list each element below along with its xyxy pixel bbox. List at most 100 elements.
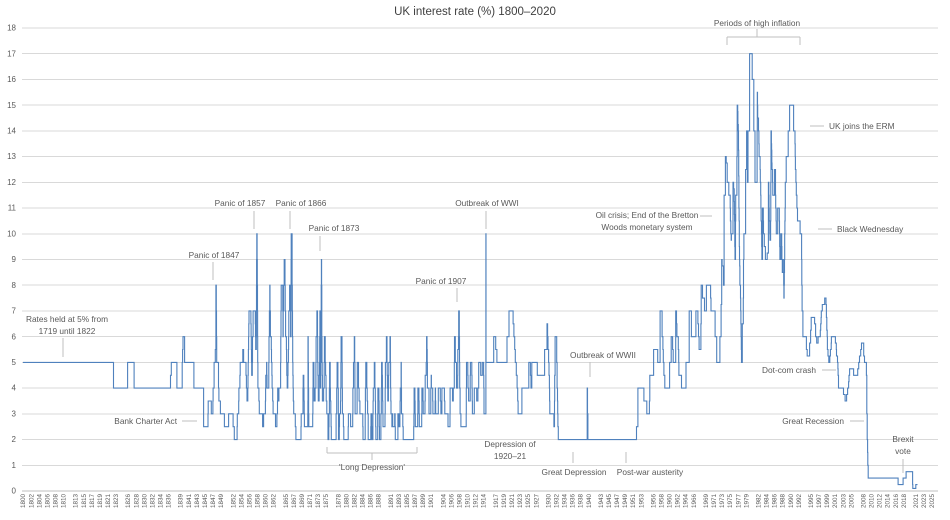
x-tick-label: 1865: [283, 494, 290, 509]
annotation-long-depression: 'Long Depression': [326, 447, 418, 472]
x-tick-label: 1982: [755, 494, 762, 509]
annotation-text: Post-war austerity: [617, 467, 684, 477]
annotation-post-war-austerity: Post-war austerity: [617, 452, 684, 477]
x-tick-label: 1956: [650, 494, 657, 509]
x-tick-label: 1966: [691, 494, 698, 509]
x-tick-label: 1943: [598, 494, 605, 509]
x-tick-label: 1999: [824, 494, 831, 509]
annotation-great-depression: Great Depression: [541, 452, 607, 477]
x-tick-label: 1826: [125, 494, 132, 509]
y-tick-label: 10: [7, 229, 16, 238]
annotation-text: Panic of 1857: [215, 198, 266, 208]
annotation-text: Great Recession: [782, 416, 844, 426]
annotation-depression-1920-21: Depression of 1920–21: [484, 439, 536, 461]
y-tick-label: 6: [12, 332, 17, 341]
x-tick-label: 2023: [921, 494, 928, 509]
x-tick-label: 1852: [230, 494, 237, 509]
x-tick-label: 1973: [719, 494, 726, 509]
x-tick-label: 1897: [412, 494, 419, 509]
annotation-text: vote: [895, 446, 911, 456]
x-tick-label: 1988: [780, 494, 787, 509]
x-tick-label: 1910: [465, 494, 472, 509]
chart-title: UK interest rate (%) 1800–2020: [394, 6, 556, 18]
x-tick-label: 1806: [44, 494, 51, 509]
x-tick-label: 1804: [36, 494, 43, 509]
x-tick-label: 1969: [703, 494, 710, 509]
annotation-text: Panic of 1847: [189, 250, 240, 260]
annotation-bank-charter-act: Bank Charter Act: [114, 416, 197, 426]
annotation-black-wednesday: Black Wednesday: [818, 224, 904, 234]
x-tick-label: 1921: [509, 494, 516, 509]
x-tick-label: 2005: [848, 494, 855, 509]
x-tick-label: 1891: [388, 494, 395, 509]
x-tick-label: 1934: [562, 494, 569, 509]
x-tick-label: 1971: [711, 494, 718, 509]
x-tick-label: 1953: [638, 494, 645, 509]
annotation-text: Periods of high inflation: [714, 18, 801, 28]
x-tick-label: 1832: [149, 494, 156, 509]
x-tick-label: 1984: [764, 494, 771, 509]
x-tick-label: 1904: [440, 494, 447, 509]
x-tick-label: 1821: [105, 494, 112, 509]
annotation-text: 'Long Depression': [339, 462, 405, 472]
annotation-rates-held-note: Rates held at 5% from 1719 until 1822: [26, 314, 108, 357]
y-tick-label: 13: [7, 152, 16, 161]
x-tick-label: 1919: [501, 494, 508, 509]
y-tick-label: 4: [12, 384, 17, 393]
y-tick-label: 0: [12, 487, 17, 496]
y-tick-label: 17: [7, 49, 16, 58]
x-tick-label: 1923: [517, 494, 524, 509]
y-tick-label: 16: [7, 75, 16, 84]
x-tick-label: 1917: [493, 494, 500, 509]
y-tick-label: 7: [12, 307, 17, 316]
x-tick-label: 1878: [335, 494, 342, 509]
y-tick-label: 9: [12, 255, 17, 264]
x-tick-label: 1823: [113, 494, 120, 509]
x-tick-label: 1847: [210, 494, 217, 509]
x-tick-label: 1995: [808, 494, 815, 509]
annotation-text: UK joins the ERM: [829, 121, 895, 131]
x-tick-label: 1986: [772, 494, 779, 509]
x-tick-label: 1990: [788, 494, 795, 509]
x-tick-label: 1808: [53, 494, 60, 509]
x-tick-label: 1815: [81, 494, 88, 509]
x-tick-label: 1992: [796, 494, 803, 509]
annotation-text: Great Depression: [541, 467, 606, 477]
x-tick-label: 1800: [20, 494, 27, 509]
annotation-text: Panic of 1873: [309, 223, 360, 233]
x-tick-label: 1964: [683, 494, 690, 509]
annotation-great-recession: Great Recession: [782, 416, 864, 426]
x-tick-label: 2016: [893, 494, 900, 509]
annotation-text: Brexit: [892, 434, 914, 444]
x-tick-label: 1845: [202, 494, 209, 509]
annotation-panic-1857: Panic of 1857: [215, 198, 266, 229]
annotation-text: Dot-com crash: [762, 365, 816, 375]
annotation-dot-com-crash: Dot-com crash: [762, 365, 836, 375]
interest-rate-line: [23, 53, 918, 489]
x-tick-label: 1936: [570, 494, 577, 509]
annotation-outbreak-wwi: Outbreak of WWI: [455, 198, 519, 229]
x-tick-label: 1949: [622, 494, 629, 509]
annotation-uk-joins-erm: UK joins the ERM: [810, 121, 895, 131]
annotation-panic-1866: Panic of 1866: [276, 198, 327, 229]
x-tick-label: 1940: [586, 494, 593, 509]
x-tick-label: 1927: [533, 494, 540, 509]
x-tick-label: 1830: [141, 494, 148, 509]
x-tick-label: 1925: [525, 494, 532, 509]
x-tick-label: 2018: [901, 494, 908, 509]
x-tick-label: 1899: [420, 494, 427, 509]
y-tick-label: 1: [12, 461, 17, 470]
x-tick-label: 1975: [727, 494, 734, 509]
annotation-text: Woods monetary system: [601, 222, 692, 232]
x-tick-label: 2001: [832, 494, 839, 509]
annotation-text: Black Wednesday: [837, 224, 904, 234]
x-tick-label: 1867: [291, 494, 298, 509]
x-tick-label: 1813: [73, 494, 80, 509]
x-tick-label: 1979: [743, 494, 750, 509]
x-tick-label: 2008: [861, 494, 868, 509]
x-tick-label: 1810: [61, 494, 68, 509]
x-tick-label: 1947: [614, 494, 621, 509]
x-tick-label: 1958: [659, 494, 666, 509]
x-tick-label: 1951: [630, 494, 637, 509]
